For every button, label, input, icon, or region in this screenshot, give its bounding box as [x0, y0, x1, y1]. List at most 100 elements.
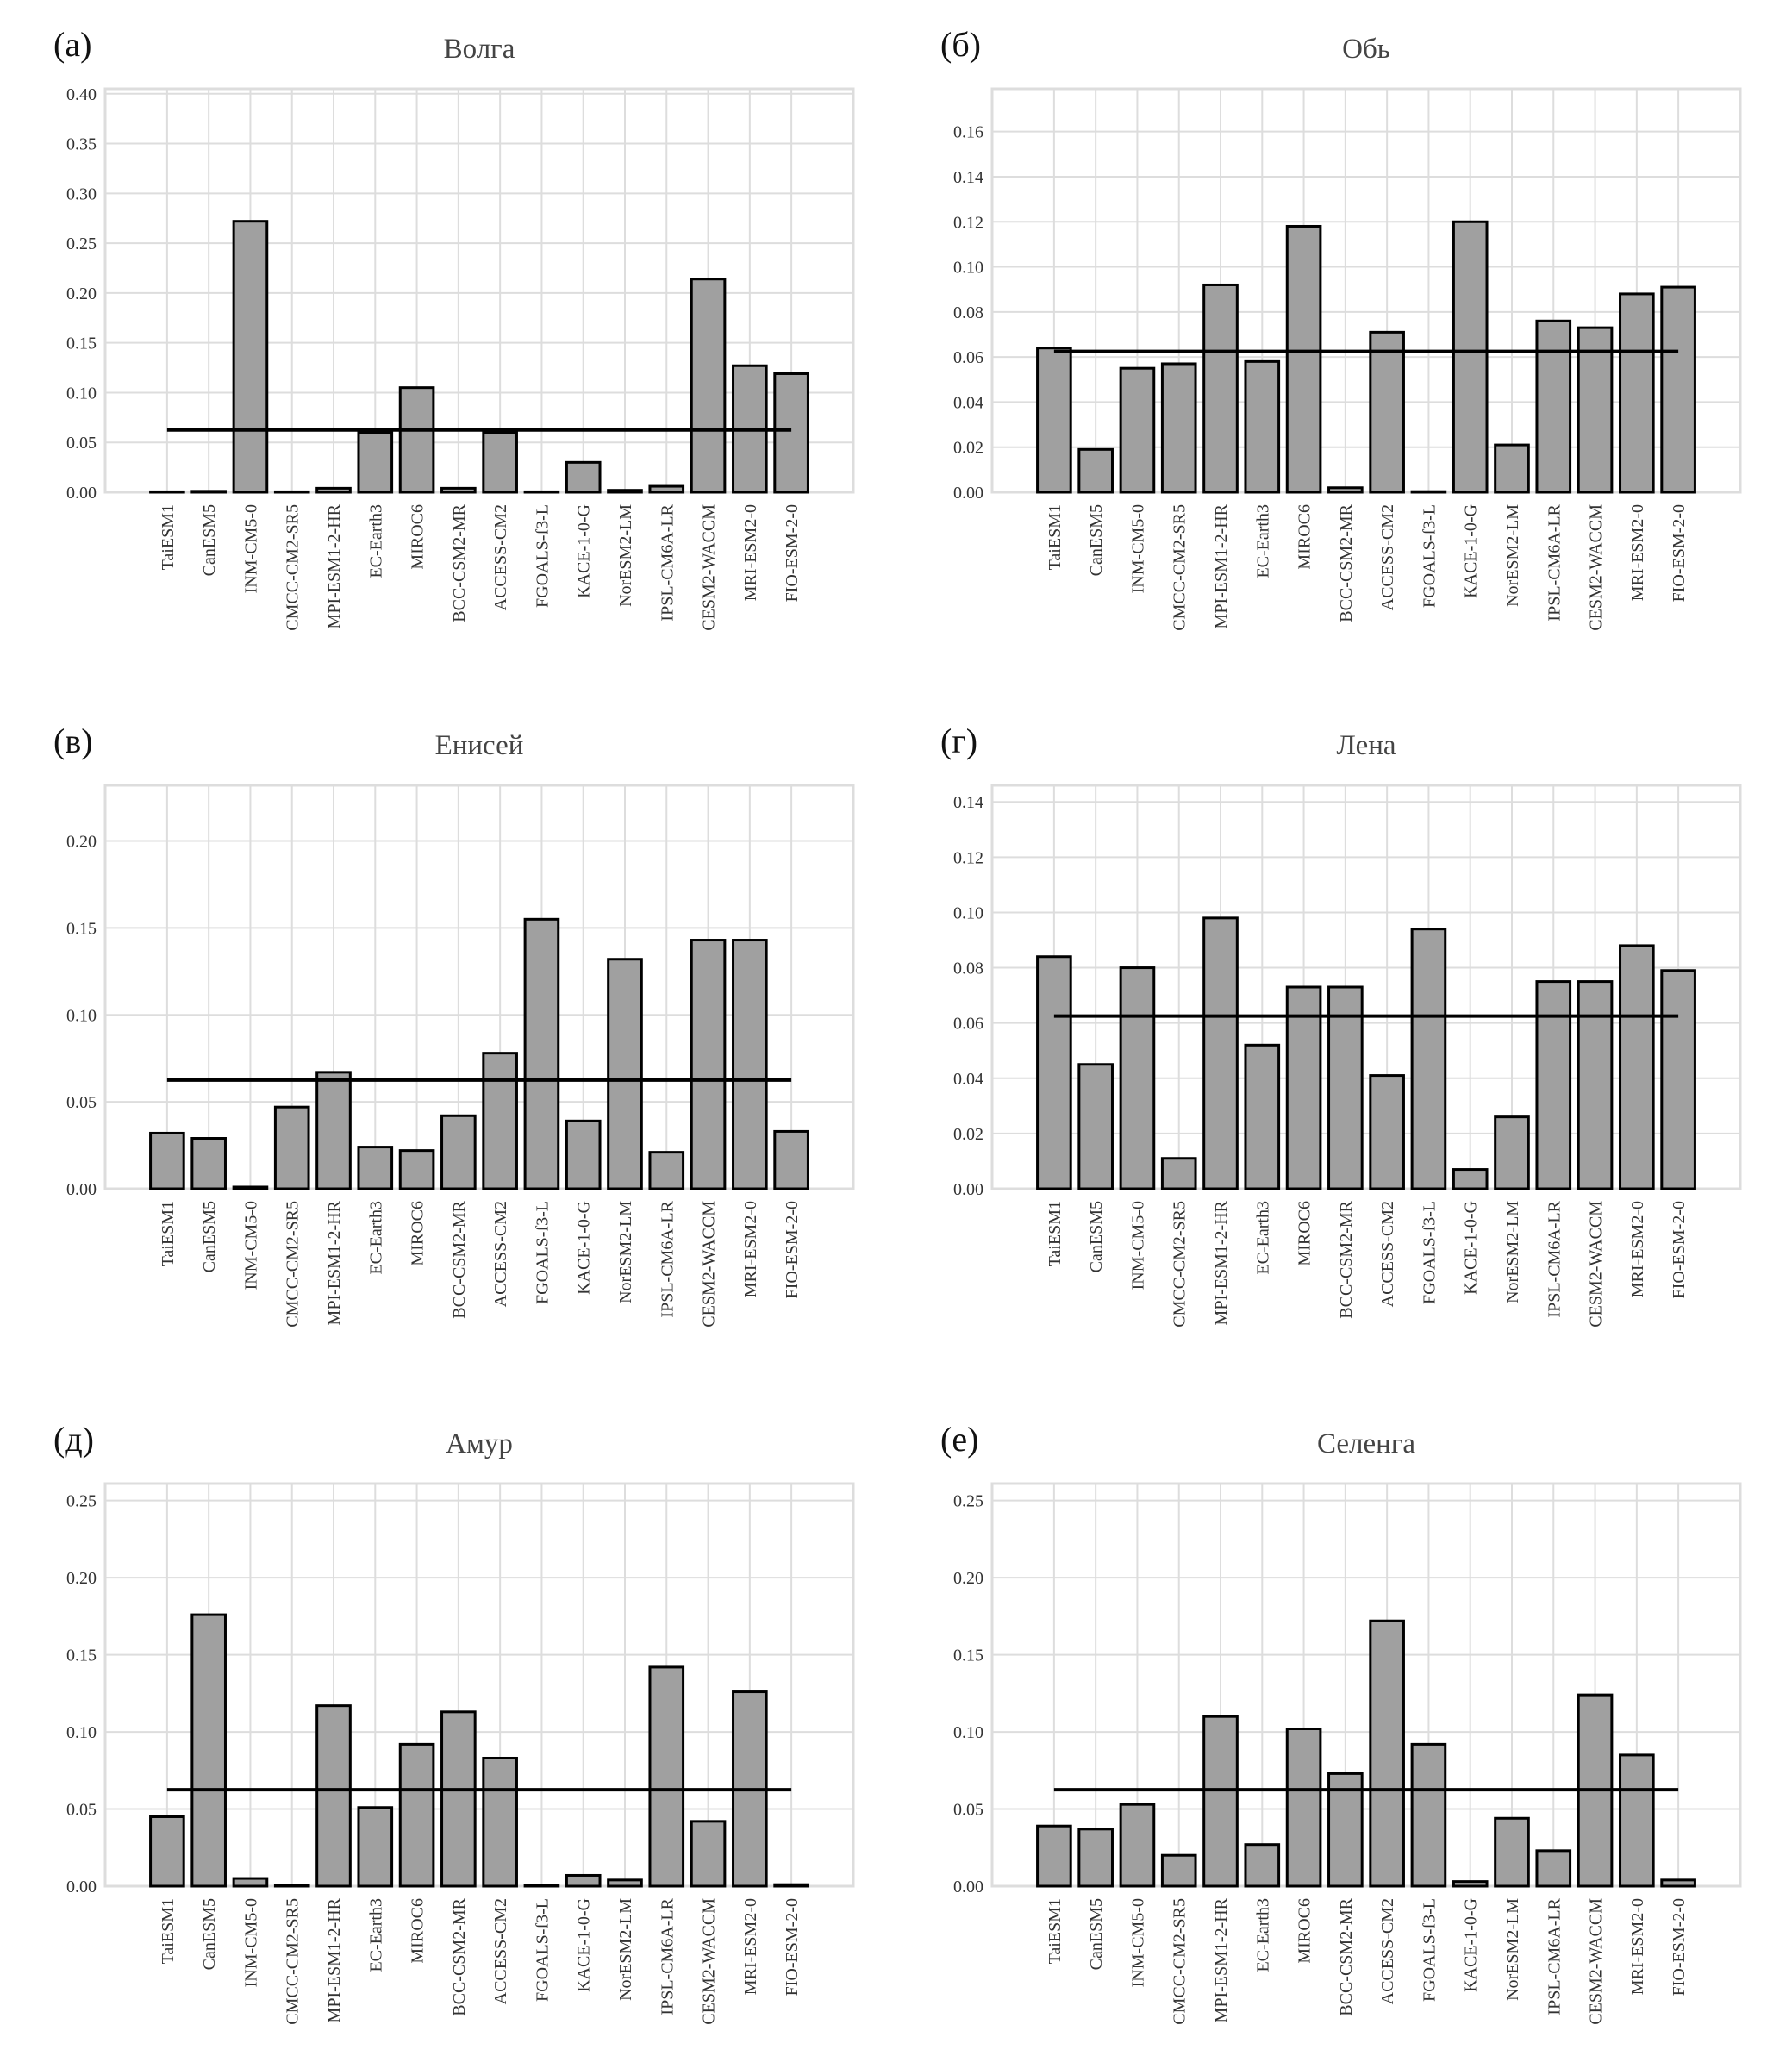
x-tick-label: FIO-ESM-2-0 — [1670, 1898, 1689, 1996]
bar — [190, 1613, 227, 1888]
y-tick-label: 0.05 — [953, 1801, 983, 1820]
bar — [648, 1665, 685, 1888]
bar — [1452, 1168, 1489, 1190]
bar — [398, 1149, 435, 1190]
x-tick-label: ACCESS-CM2 — [491, 1201, 510, 1307]
x-tick-label: KACE-1-0-G — [1462, 504, 1481, 598]
x-tick-label: BCC-CSM2-MR — [450, 1200, 469, 1318]
x-tick-label: KACE-1-0-G — [575, 504, 594, 598]
bar — [1285, 224, 1322, 494]
x-tick-label: CanESM5 — [1087, 1898, 1106, 1970]
x-tick-label: CMCC-CM2-SR5 — [1171, 504, 1189, 631]
bar — [1410, 1742, 1447, 1888]
panel-label: (а) — [53, 25, 91, 64]
bar — [1285, 985, 1322, 1190]
y-tick-label: 0.00 — [66, 1180, 97, 1199]
y-tick-label: 0.14 — [953, 793, 983, 812]
bar — [1327, 486, 1364, 494]
x-tick-label: EC-Earth3 — [366, 1898, 385, 1972]
x-tick-label: INM-CM5-0 — [241, 1898, 260, 1987]
bar — [1494, 1816, 1530, 1888]
bar — [1285, 1727, 1322, 1888]
y-tick-label: 0.05 — [66, 1093, 97, 1112]
x-tick-label: TaiESM1 — [159, 1201, 178, 1266]
x-tick-label: TaiESM1 — [1046, 1898, 1065, 1964]
x-tick-label: BCC-CSM2-MR — [450, 1897, 469, 2015]
x-tick-label: FGOALS-f3-L — [533, 504, 552, 608]
x-tick-label: MIROC6 — [409, 504, 428, 570]
bar — [607, 1878, 643, 1888]
x-tick-label: CESM2-WACCM — [1587, 504, 1606, 631]
x-tick-label: MIROC6 — [409, 1898, 428, 1964]
bar — [607, 958, 643, 1190]
x-tick-label: BCC-CSM2-MR — [1337, 503, 1356, 622]
bar — [1202, 283, 1239, 494]
bar — [1160, 362, 1197, 494]
bar — [1369, 1619, 1405, 1888]
x-tick-label: MPI-ESM1-2-HR — [325, 1897, 344, 2022]
x-tick-label: CMCC-CM2-SR5 — [284, 1201, 303, 1328]
bar — [523, 490, 560, 494]
x-tick-label: NorESM2-LM — [1503, 1898, 1522, 2001]
bar — [523, 1884, 560, 1888]
x-tick-label: TaiESM1 — [1046, 1201, 1065, 1266]
chart-panel: 0.00 0.05 0.10 0.15 0.20 TaiESM1 CanESM5 INM-CM… — [53, 722, 855, 1328]
x-tick-label: FIO-ESM-2-0 — [783, 504, 802, 602]
bar — [232, 220, 269, 494]
chart-panel: 0.00 0.02 0.04 0.06 0.08 0.10 0.12 0.14 0.16 TaiE… — [940, 25, 1742, 631]
bar — [690, 1820, 727, 1888]
panel-label: (б) — [940, 25, 981, 64]
x-tick-label: MRI-ESM2-0 — [1628, 504, 1647, 601]
x-tick-label: NorESM2-LM — [616, 1201, 635, 1303]
bar — [440, 1114, 477, 1190]
bar — [398, 1742, 435, 1888]
y-tick-label: 0.20 — [66, 833, 97, 852]
x-tick-label: MRI-ESM2-0 — [1628, 1201, 1647, 1297]
bar — [232, 1185, 269, 1190]
bar — [1577, 980, 1614, 1190]
bar — [1452, 220, 1489, 494]
y-tick-label: 0.35 — [66, 135, 97, 154]
y-tick-label: 0.10 — [66, 384, 97, 403]
y-tick-label: 0.06 — [953, 1015, 983, 1034]
x-tick-label: BCC-CSM2-MR — [1337, 1897, 1356, 2015]
y-tick-label: 0.25 — [66, 1492, 97, 1511]
bar — [482, 1756, 518, 1888]
x-tick-label: CESM2-WACCM — [700, 504, 719, 631]
x-tick-label: INM-CM5-0 — [1128, 1201, 1147, 1290]
x-tick-label: NorESM2-LM — [616, 1898, 635, 2001]
x-tick-label: MIROC6 — [409, 1201, 428, 1266]
x-tick-label: MPI-ESM1-2-HR — [1212, 503, 1231, 628]
chart-title: Селенга — [1317, 1428, 1415, 1459]
x-tick-label: FIO-ESM-2-0 — [783, 1201, 802, 1298]
bar — [690, 939, 727, 1190]
y-tick-label: 0.10 — [66, 1723, 97, 1742]
bar — [1369, 330, 1405, 494]
x-tick-label: NorESM2-LM — [1503, 504, 1522, 607]
y-tick-label: 0.10 — [66, 1006, 97, 1025]
x-tick-label: CanESM5 — [200, 504, 219, 576]
y-tick-label: 0.20 — [953, 1569, 983, 1588]
x-tick-label: EC-Earth3 — [1253, 1201, 1272, 1275]
bar — [565, 1873, 602, 1888]
bar — [1202, 916, 1239, 1190]
x-tick-label: CESM2-WACCM — [1587, 1898, 1606, 2025]
bar — [1077, 1063, 1114, 1190]
y-tick-label: 0.12 — [953, 213, 983, 232]
plot-frame — [990, 784, 1742, 1190]
x-tick-label: ACCESS-CM2 — [491, 1898, 510, 2004]
y-tick-label: 0.10 — [953, 259, 983, 278]
bar — [440, 486, 477, 494]
y-tick-label: 0.04 — [953, 1070, 983, 1089]
y-tick-label: 0.00 — [953, 1878, 983, 1897]
y-tick-label: 0.02 — [953, 439, 983, 458]
plot-frame — [103, 87, 855, 494]
plot-frame — [990, 1482, 1742, 1888]
x-tick-label: KACE-1-0-G — [1462, 1898, 1481, 1992]
bar — [398, 386, 435, 494]
x-tick-label: IPSL-CM6A-LR — [658, 1200, 677, 1317]
x-tick-label: ACCESS-CM2 — [1378, 1201, 1397, 1307]
x-tick-label: NorESM2-LM — [1503, 1201, 1522, 1303]
x-tick-label: CMCC-CM2-SR5 — [284, 504, 303, 631]
